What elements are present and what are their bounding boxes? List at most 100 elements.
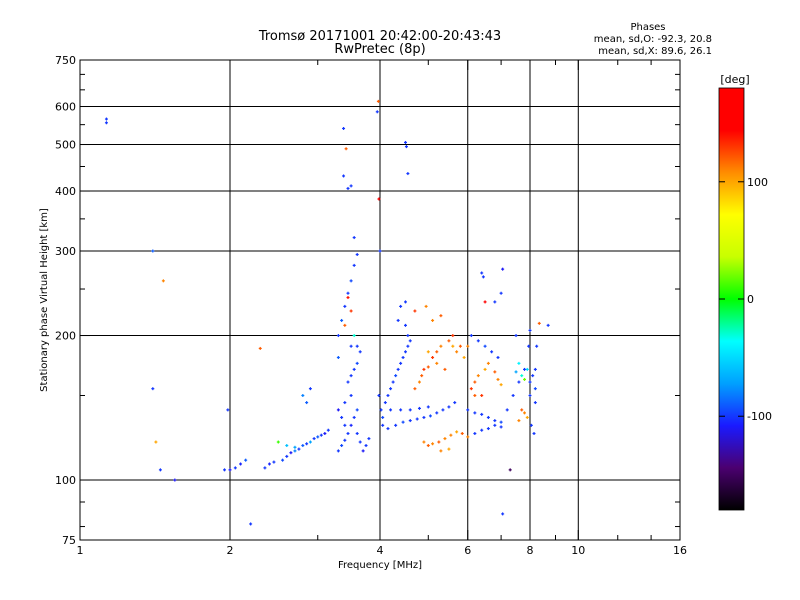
- data-point: [293, 449, 297, 453]
- data-point: [104, 121, 108, 125]
- data-point: [406, 172, 410, 176]
- chart-subtitle: RwPretec (8p): [334, 42, 425, 57]
- data-point: [481, 275, 485, 279]
- y-tick-label: 300: [55, 245, 76, 258]
- data-point: [413, 387, 417, 391]
- data-point: [358, 350, 362, 354]
- data-point: [431, 442, 435, 446]
- data-point: [511, 394, 515, 398]
- data-point: [399, 304, 403, 308]
- data-point: [336, 334, 340, 338]
- y-tick-label: 600: [55, 101, 76, 114]
- data-point: [394, 374, 398, 378]
- data-point: [403, 300, 407, 304]
- data-point: [276, 440, 280, 444]
- data-point: [426, 365, 430, 369]
- data-point: [462, 355, 466, 359]
- data-point: [349, 279, 353, 283]
- data-point: [305, 442, 309, 446]
- data-point: [413, 309, 417, 313]
- data-point: [151, 249, 155, 253]
- data-point: [161, 279, 165, 283]
- x-axis-label: Frequency [MHz]: [338, 560, 422, 571]
- data-point: [342, 126, 346, 130]
- y-tick-label: 400: [55, 185, 76, 198]
- colorbar-tick-label: -100: [747, 410, 772, 423]
- data-point: [486, 427, 490, 431]
- data-point: [424, 304, 428, 308]
- data-point: [528, 380, 532, 384]
- data-point: [422, 415, 426, 419]
- data-point: [343, 423, 347, 427]
- data-point: [460, 432, 464, 436]
- data-point: [336, 355, 340, 359]
- data-point: [336, 449, 340, 453]
- colorbar-ticks: 100 0 -100: [719, 176, 772, 423]
- data-point: [406, 344, 410, 348]
- data-point: [415, 417, 419, 421]
- data-point: [499, 383, 503, 387]
- data-point: [483, 367, 487, 371]
- data-point: [508, 468, 512, 472]
- data-point: [383, 401, 387, 405]
- data-point: [480, 271, 484, 275]
- data-point: [308, 440, 312, 444]
- data-point: [535, 344, 539, 348]
- data-point: [453, 401, 457, 405]
- data-point: [355, 344, 359, 348]
- data-point: [379, 408, 383, 412]
- data-point: [301, 394, 305, 398]
- data-point: [426, 444, 430, 448]
- data-point: [312, 437, 316, 441]
- data-point: [520, 374, 524, 378]
- data-point: [386, 394, 390, 398]
- data-point: [376, 99, 380, 103]
- data-point: [439, 344, 443, 348]
- data-point: [486, 361, 490, 365]
- data-point: [399, 408, 403, 412]
- chart-title: Tromsø 20171001 20:42:00-20:43:43: [258, 29, 501, 44]
- data-point: [154, 440, 158, 444]
- data-point: [249, 522, 253, 526]
- x-tick-label: 2: [227, 544, 234, 557]
- data-point: [435, 411, 439, 415]
- data-point: [346, 186, 350, 190]
- data-point: [367, 437, 371, 441]
- x-tick-label: 8: [527, 544, 534, 557]
- data-point: [469, 387, 473, 391]
- data-point: [326, 428, 330, 432]
- data-point: [323, 432, 327, 436]
- data-point: [378, 249, 382, 253]
- data-point: [352, 236, 356, 240]
- data-point: [289, 451, 293, 455]
- data-point: [343, 304, 347, 308]
- x-tick-label: 6: [464, 544, 471, 557]
- data-point: [223, 468, 227, 472]
- data-point: [244, 458, 248, 462]
- data-point: [466, 344, 470, 348]
- data-point: [473, 380, 477, 384]
- data-point: [439, 449, 443, 453]
- data-point: [449, 433, 453, 437]
- data-point: [447, 339, 451, 343]
- data-point: [499, 291, 503, 295]
- data-point: [490, 350, 494, 354]
- data-point: [532, 432, 536, 436]
- data-point: [394, 423, 398, 427]
- data-point: [239, 462, 243, 466]
- data-point: [389, 408, 393, 412]
- data-point: [486, 415, 490, 419]
- y-tick-label: 100: [55, 474, 76, 487]
- colorbar-label: [deg]: [720, 73, 749, 86]
- x-tick-label: 1: [77, 544, 84, 557]
- data-point: [439, 314, 443, 318]
- data-point: [473, 394, 477, 398]
- data-point: [455, 350, 459, 354]
- data-point: [355, 408, 359, 412]
- data-point: [417, 406, 421, 410]
- data-point: [404, 145, 408, 149]
- data-point: [520, 408, 524, 412]
- data-point: [375, 110, 379, 114]
- data-point: [349, 344, 353, 348]
- data-point: [517, 361, 521, 365]
